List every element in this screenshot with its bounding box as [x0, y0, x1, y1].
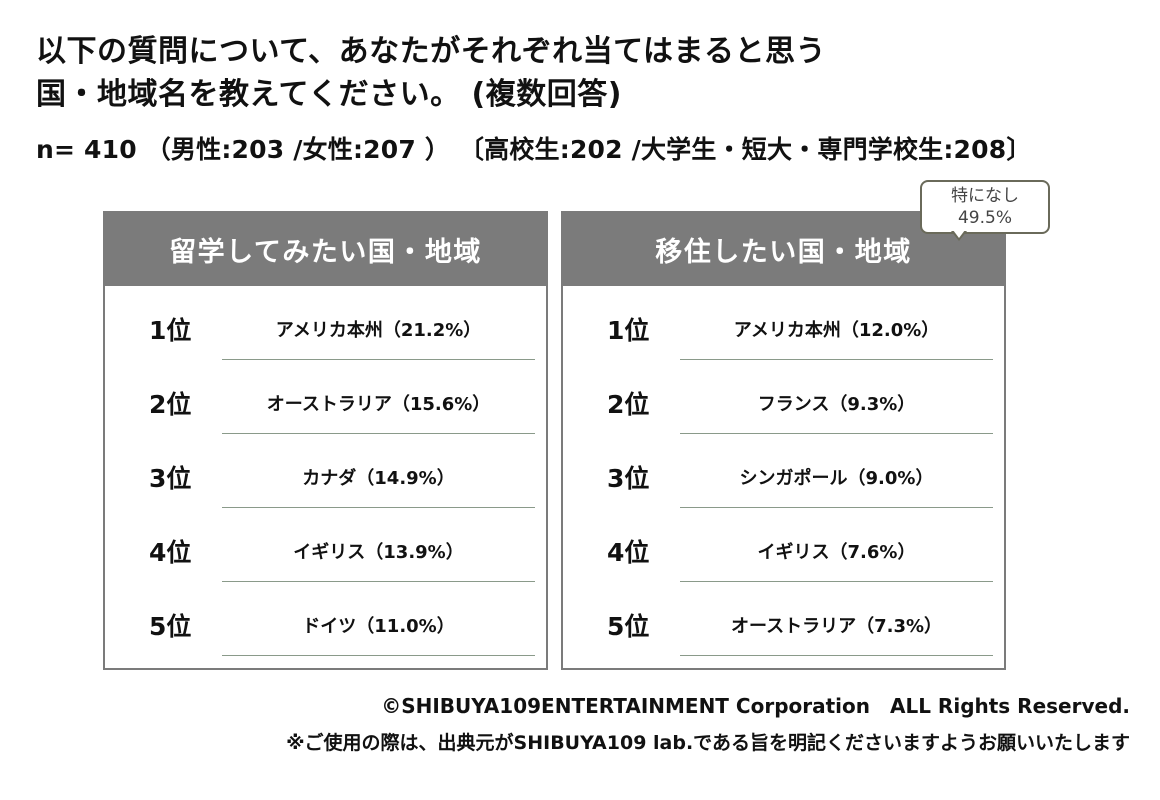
none-callout: 特になし 49.5% — [920, 180, 1050, 234]
study-abroad-panel: 留学してみたい国・地域 1位 アメリカ本州（21.2%） 2位 オーストラリア（… — [103, 211, 548, 670]
rank-label: 1位 — [607, 316, 650, 345]
list-item: 3位 カナダ（14.9%） — [105, 434, 546, 508]
rank-label: 1位 — [149, 316, 192, 345]
country-label: アメリカ本州（21.2%） — [222, 286, 535, 360]
sample-size-note: n= 410 （男性:203 /女性:207 ） 〔高校生:202 /大学生・短… — [36, 135, 1032, 164]
country-label: シンガポール（9.0%） — [680, 434, 993, 508]
page-title: 以下の質問について、あなたがそれぞれ当てはまると思う 国・地域名を教えてください… — [36, 30, 826, 116]
country-label: ドイツ（11.0%） — [222, 582, 535, 656]
country-label: オーストラリア（15.6%） — [222, 360, 535, 434]
usage-notice: ※ご使用の際は、出典元がSHIBUYA109 lab.である旨を明記くださいます… — [286, 732, 1130, 754]
list-item: 2位 オーストラリア（15.6%） — [105, 360, 546, 434]
country-label: フランス（9.3%） — [680, 360, 993, 434]
list-item: 4位 イギリス（7.6%） — [563, 508, 1004, 582]
rank-label: 2位 — [607, 390, 650, 419]
list-item: 4位 イギリス（13.9%） — [105, 508, 546, 582]
rank-label: 3位 — [607, 464, 650, 493]
relocation-list: 1位 アメリカ本州（12.0%） 2位 フランス（9.3%） 3位 シンガポール… — [563, 286, 1004, 656]
study-abroad-header: 留学してみたい国・地域 — [105, 213, 546, 286]
title-line-2: 国・地域名を教えてください。 (複数回答) — [36, 77, 622, 112]
country-label: オーストラリア（7.3%） — [680, 582, 993, 656]
copyright-text: ©SHIBUYA109ENTERTAINMENT Corporation ALL… — [381, 694, 1130, 718]
list-item: 5位 ドイツ（11.0%） — [105, 582, 546, 656]
list-item: 1位 アメリカ本州（21.2%） — [105, 286, 546, 360]
rank-label: 2位 — [149, 390, 192, 419]
list-item: 5位 オーストラリア（7.3%） — [563, 582, 1004, 656]
rank-label: 4位 — [607, 538, 650, 567]
country-label: イギリス（13.9%） — [222, 508, 535, 582]
callout-value: 49.5% — [957, 208, 1012, 228]
list-item: 2位 フランス（9.3%） — [563, 360, 1004, 434]
list-item: 1位 アメリカ本州（12.0%） — [563, 286, 1004, 360]
study-abroad-list: 1位 アメリカ本州（21.2%） 2位 オーストラリア（15.6%） 3位 カナ… — [105, 286, 546, 656]
rank-label: 4位 — [149, 538, 192, 567]
callout-tail-fill — [953, 230, 965, 238]
title-line-1: 以下の質問について、あなたがそれぞれ当てはまると思う — [36, 34, 826, 69]
list-item: 3位 シンガポール（9.0%） — [563, 434, 1004, 508]
rank-label: 3位 — [149, 464, 192, 493]
country-label: カナダ（14.9%） — [222, 434, 535, 508]
country-label: アメリカ本州（12.0%） — [680, 286, 993, 360]
callout-label: 特になし — [951, 186, 1019, 206]
rank-label: 5位 — [149, 612, 192, 641]
relocation-panel: 移住したい国・地域 1位 アメリカ本州（12.0%） 2位 フランス（9.3%）… — [561, 211, 1006, 670]
country-label: イギリス（7.6%） — [680, 508, 993, 582]
rank-label: 5位 — [607, 612, 650, 641]
